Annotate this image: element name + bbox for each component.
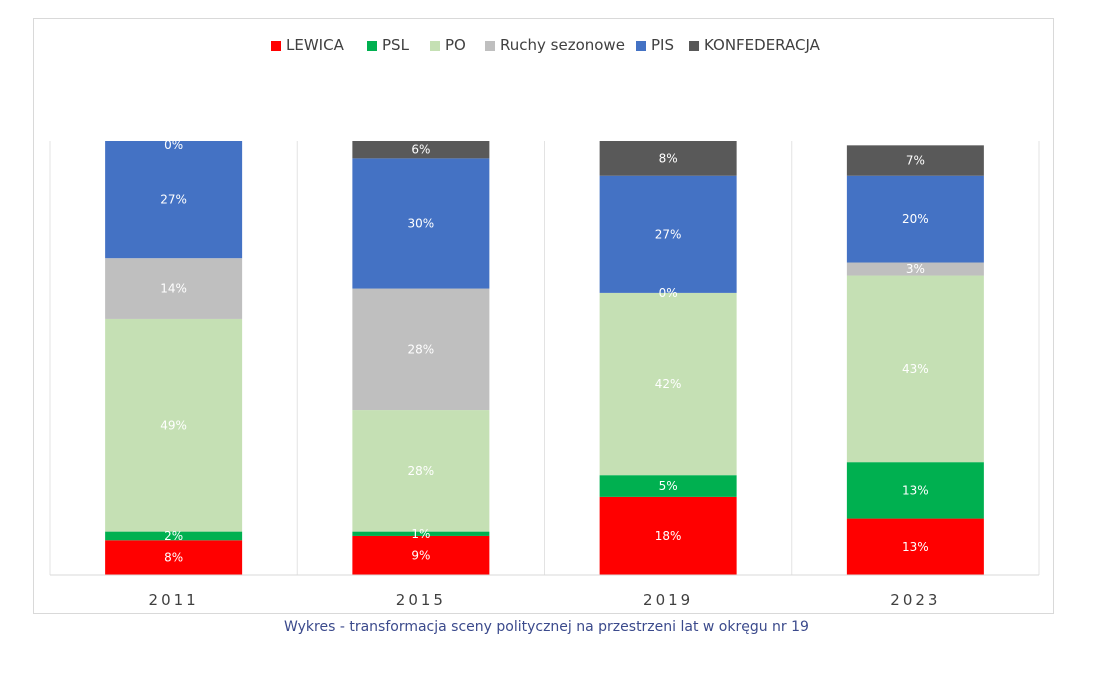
bar-segment-psl-2019	[599, 475, 737, 497]
data-label-konfederacja-2019: 8%	[659, 151, 678, 165]
legend-swatch	[271, 41, 281, 51]
legend-label: KONFEDERACJA	[704, 36, 821, 54]
chart-bars	[105, 141, 984, 575]
data-label-pis-2019: 27%	[655, 227, 682, 241]
legend-swatch	[430, 41, 440, 51]
legend-swatch	[636, 41, 646, 51]
data-label-ruchy-sezonowe-2019: 0%	[659, 286, 678, 300]
data-label-po-2023: 43%	[902, 362, 929, 376]
data-label-psl-2011: 2%	[164, 529, 183, 543]
bar-segment-pis-2015	[352, 158, 490, 289]
data-label-ruchy-sezonowe-2023: 3%	[906, 262, 925, 276]
x-tick-label-2011: 2011	[149, 591, 199, 609]
bar-segment-ruchy-sezonowe-2015	[352, 288, 490, 411]
legend-swatch	[485, 41, 495, 51]
chart-legend: LEWICA PSL PO Ruchy sezonowe PIS KONFEDERACJA	[271, 36, 821, 54]
bar-segment-po-2011	[105, 318, 243, 532]
bar-segment-psl-2011	[105, 531, 243, 541]
x-tick-label-2015: 2015	[396, 591, 446, 609]
data-label-po-2011: 49%	[160, 418, 187, 432]
bar-segment-po-2015	[352, 410, 490, 532]
chart-caption: Wykres - transformacja sceny politycznej…	[284, 619, 809, 635]
data-label-po-2019: 42%	[655, 377, 682, 391]
chart-frame: LEWICA PSL PO Ruchy sezonowe PIS KONFEDERACJA…	[33, 18, 1054, 614]
data-label-ruchy-sezonowe-2011: 14%	[160, 282, 187, 296]
legend-item-pis: PIS	[636, 36, 674, 54]
data-label-psl-2019: 5%	[659, 479, 678, 493]
legend-swatch	[689, 41, 699, 51]
legend-item-ruchy-sezonowe: Ruchy sezonowe	[485, 36, 625, 54]
bar-segment-psl-2023	[846, 462, 984, 519]
legend-label: PSL	[382, 36, 410, 54]
legend-item-po: PO	[430, 36, 466, 54]
bar-segment-lewica-2023	[846, 518, 984, 575]
data-label-konfederacja-2015: 6%	[411, 143, 430, 157]
data-label-ruchy-sezonowe-2015: 28%	[408, 342, 435, 356]
bar-segment-lewica-2015	[352, 535, 490, 575]
x-tick-label-2023: 2023	[890, 591, 940, 609]
legend-label: LEWICA	[286, 36, 345, 54]
data-label-lewica-2023: 13%	[902, 540, 929, 554]
bar-segment-psl-2015	[352, 531, 490, 536]
data-label-konfederacja-2011: 0%	[164, 138, 183, 152]
bar-segment-lewica-2011	[105, 540, 243, 575]
legend-label: PIS	[651, 36, 674, 54]
data-label-konfederacja-2023: 7%	[906, 154, 925, 168]
bar-segment-pis-2023	[846, 175, 984, 263]
x-tick-label-2019: 2019	[643, 591, 693, 609]
data-label-psl-2015: 1%	[411, 527, 430, 541]
data-label-pis-2015: 30%	[408, 216, 435, 230]
legend-item-psl: PSL	[367, 36, 410, 54]
bar-segment-konfederacja-2019	[599, 141, 737, 176]
bar-segment-konfederacja-2023	[846, 145, 984, 176]
bar-segment-pis-2019	[599, 175, 737, 293]
data-label-lewica-2011: 8%	[164, 551, 183, 565]
bar-segment-ruchy-sezonowe-2023	[846, 262, 984, 276]
data-label-pis-2023: 20%	[902, 212, 929, 226]
bar-segment-po-2019	[599, 292, 737, 476]
data-label-psl-2023: 13%	[902, 483, 929, 497]
legend-swatch	[367, 41, 377, 51]
category-separators	[49, 141, 1040, 575]
chart-data-labels: 8% 2% 49% 14% 27% 0% 9% 1% 28% 28% 30% 6% 18% 5% 42% 0%…	[160, 138, 928, 565]
legend-label: Ruchy sezonowe	[500, 36, 625, 54]
legend-item-konfederacja: KONFEDERACJA	[689, 36, 821, 54]
bar-segment-ruchy-sezonowe-2011	[105, 258, 243, 319]
bar-segment-pis-2011	[105, 141, 243, 259]
bar-segment-lewica-2019	[599, 496, 737, 575]
data-label-lewica-2019: 18%	[655, 529, 682, 543]
data-label-pis-2011: 27%	[160, 193, 187, 207]
bar-segment-konfederacja-2015	[352, 141, 490, 159]
stacked-bar-chart: LEWICA PSL PO Ruchy sezonowe PIS KONFEDERACJA…	[49, 36, 1040, 609]
x-axis-ticks: 2011 2015 2019 2023	[149, 591, 940, 609]
legend-item-lewica: LEWICA	[271, 36, 345, 54]
bar-segment-po-2023	[846, 275, 984, 463]
data-label-lewica-2015: 9%	[411, 548, 430, 562]
data-label-po-2015: 28%	[408, 464, 435, 478]
legend-label: PO	[445, 36, 466, 54]
